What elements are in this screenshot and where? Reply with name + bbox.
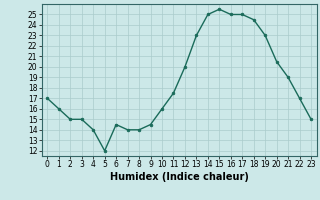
X-axis label: Humidex (Indice chaleur): Humidex (Indice chaleur) bbox=[110, 172, 249, 182]
